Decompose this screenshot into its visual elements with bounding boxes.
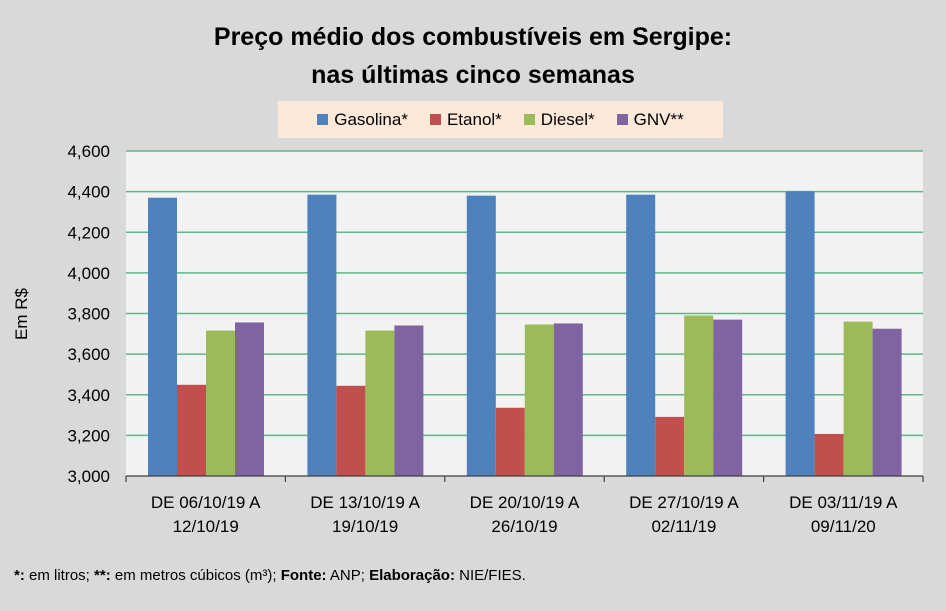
bar-diesel-5 bbox=[843, 321, 873, 476]
footer-elaboration: NIE/FIES. bbox=[454, 567, 526, 584]
legend-swatch-gasolina bbox=[317, 114, 329, 125]
x-axis: DE 06/10/19 A 12/10/19 DE 13/10/19 A 19/10/… bbox=[125, 475, 924, 536]
bars bbox=[148, 191, 902, 476]
y-tick-label: 3,800 bbox=[67, 305, 110, 324]
y-tick-label: 3,400 bbox=[67, 386, 110, 405]
bar-etanol-4 bbox=[655, 416, 685, 476]
x-tick-label: 26/10/19 bbox=[491, 517, 557, 536]
x-tick-label: DE 13/10/19 A bbox=[310, 493, 420, 512]
legend-item-diesel: Diesel* bbox=[523, 109, 595, 130]
bar-diesel-2 bbox=[365, 330, 395, 476]
bar-etanol-2 bbox=[336, 385, 366, 476]
footer-source-label: Fonte: bbox=[280, 567, 327, 584]
bar-gasolina-4 bbox=[626, 194, 656, 476]
footer-elaboration-label: Elaboração: bbox=[369, 567, 455, 584]
legend-item-gasolina: Gasolina* bbox=[317, 110, 408, 130]
bar-etanol-3 bbox=[495, 407, 525, 476]
y-axis-ticks: 3,000 3,200 3,400 3,600 3,800 4,000 4,200 4,400… bbox=[67, 142, 110, 486]
legend-item-etanol: Etanol* bbox=[429, 109, 502, 130]
legend-label-etanol: Etanol* bbox=[446, 109, 502, 129]
y-tick-label: 4,000 bbox=[67, 264, 110, 283]
bar-gasolina-3 bbox=[466, 195, 496, 476]
chart-subtitle: nas últimas cinco semanas bbox=[311, 61, 635, 89]
x-tick-label: 02/11/19 bbox=[651, 517, 716, 536]
bar-chart: 3,000 3,200 3,400 3,600 3,800 4,000 4,200 4,400… bbox=[67, 142, 924, 536]
legend-swatch-etanol bbox=[429, 114, 441, 125]
bar-gasolina-5 bbox=[785, 191, 815, 476]
legend-swatch-diesel bbox=[523, 114, 535, 125]
bar-diesel-4 bbox=[684, 315, 714, 476]
y-tick-label: 4,200 bbox=[67, 223, 110, 242]
footer-note: *: em litros; **: em metros cúbicos (m³)… bbox=[14, 567, 526, 584]
y-tick-label: 3,600 bbox=[67, 345, 110, 364]
footer-p2: em metros cúbicos (m³); bbox=[110, 567, 281, 584]
x-tick-label: 09/11/20 bbox=[811, 517, 876, 536]
y-tick-label: 3,000 bbox=[67, 467, 110, 486]
bar-gnv-1 bbox=[235, 322, 264, 476]
footer-p2-bold: **: bbox=[94, 567, 111, 584]
x-tick-label: DE 27/10/19 A bbox=[629, 493, 739, 512]
bar-etanol-1 bbox=[177, 384, 206, 476]
bar-gasolina-1 bbox=[148, 197, 177, 476]
footer-p1-bold: *: bbox=[14, 567, 25, 584]
x-tick-label: 12/10/19 bbox=[173, 517, 239, 536]
bar-diesel-1 bbox=[206, 330, 235, 476]
legend-label-gnv: GNV** bbox=[633, 109, 684, 129]
legend-label-gasolina: Gasolina* bbox=[334, 109, 408, 129]
footer-source: ANP; bbox=[326, 567, 370, 584]
bar-gnv-4 bbox=[713, 319, 743, 476]
legend-swatch-gnv bbox=[616, 114, 628, 125]
y-tick-label: 3,200 bbox=[67, 426, 110, 445]
bar-diesel-3 bbox=[524, 324, 554, 476]
chart-title: Preço médio dos combustíveis em Sergipe: bbox=[213, 23, 733, 51]
x-tick-label: DE 20/10/19 A bbox=[470, 493, 580, 512]
bar-gnv-3 bbox=[553, 323, 583, 476]
bar-gnv-2 bbox=[394, 325, 424, 476]
x-tick-label: 19/10/19 bbox=[332, 517, 398, 536]
bar-etanol-5 bbox=[814, 433, 844, 476]
x-tick-label: DE 03/11/19 A bbox=[789, 493, 898, 512]
x-tick-label: DE 06/10/19 A bbox=[151, 493, 261, 512]
y-tick-label: 4,400 bbox=[67, 183, 110, 202]
y-tick-label: 4,600 bbox=[67, 142, 110, 161]
legend-item-gnv: GNV** bbox=[616, 109, 684, 130]
bar-gnv-5 bbox=[872, 328, 902, 476]
bar-gasolina-2 bbox=[307, 194, 337, 476]
legend-label-diesel: Diesel* bbox=[540, 109, 595, 129]
legend: Gasolina* Etanol* Diesel* GNV** bbox=[278, 101, 723, 138]
footer-p1: em litros; bbox=[24, 567, 95, 584]
